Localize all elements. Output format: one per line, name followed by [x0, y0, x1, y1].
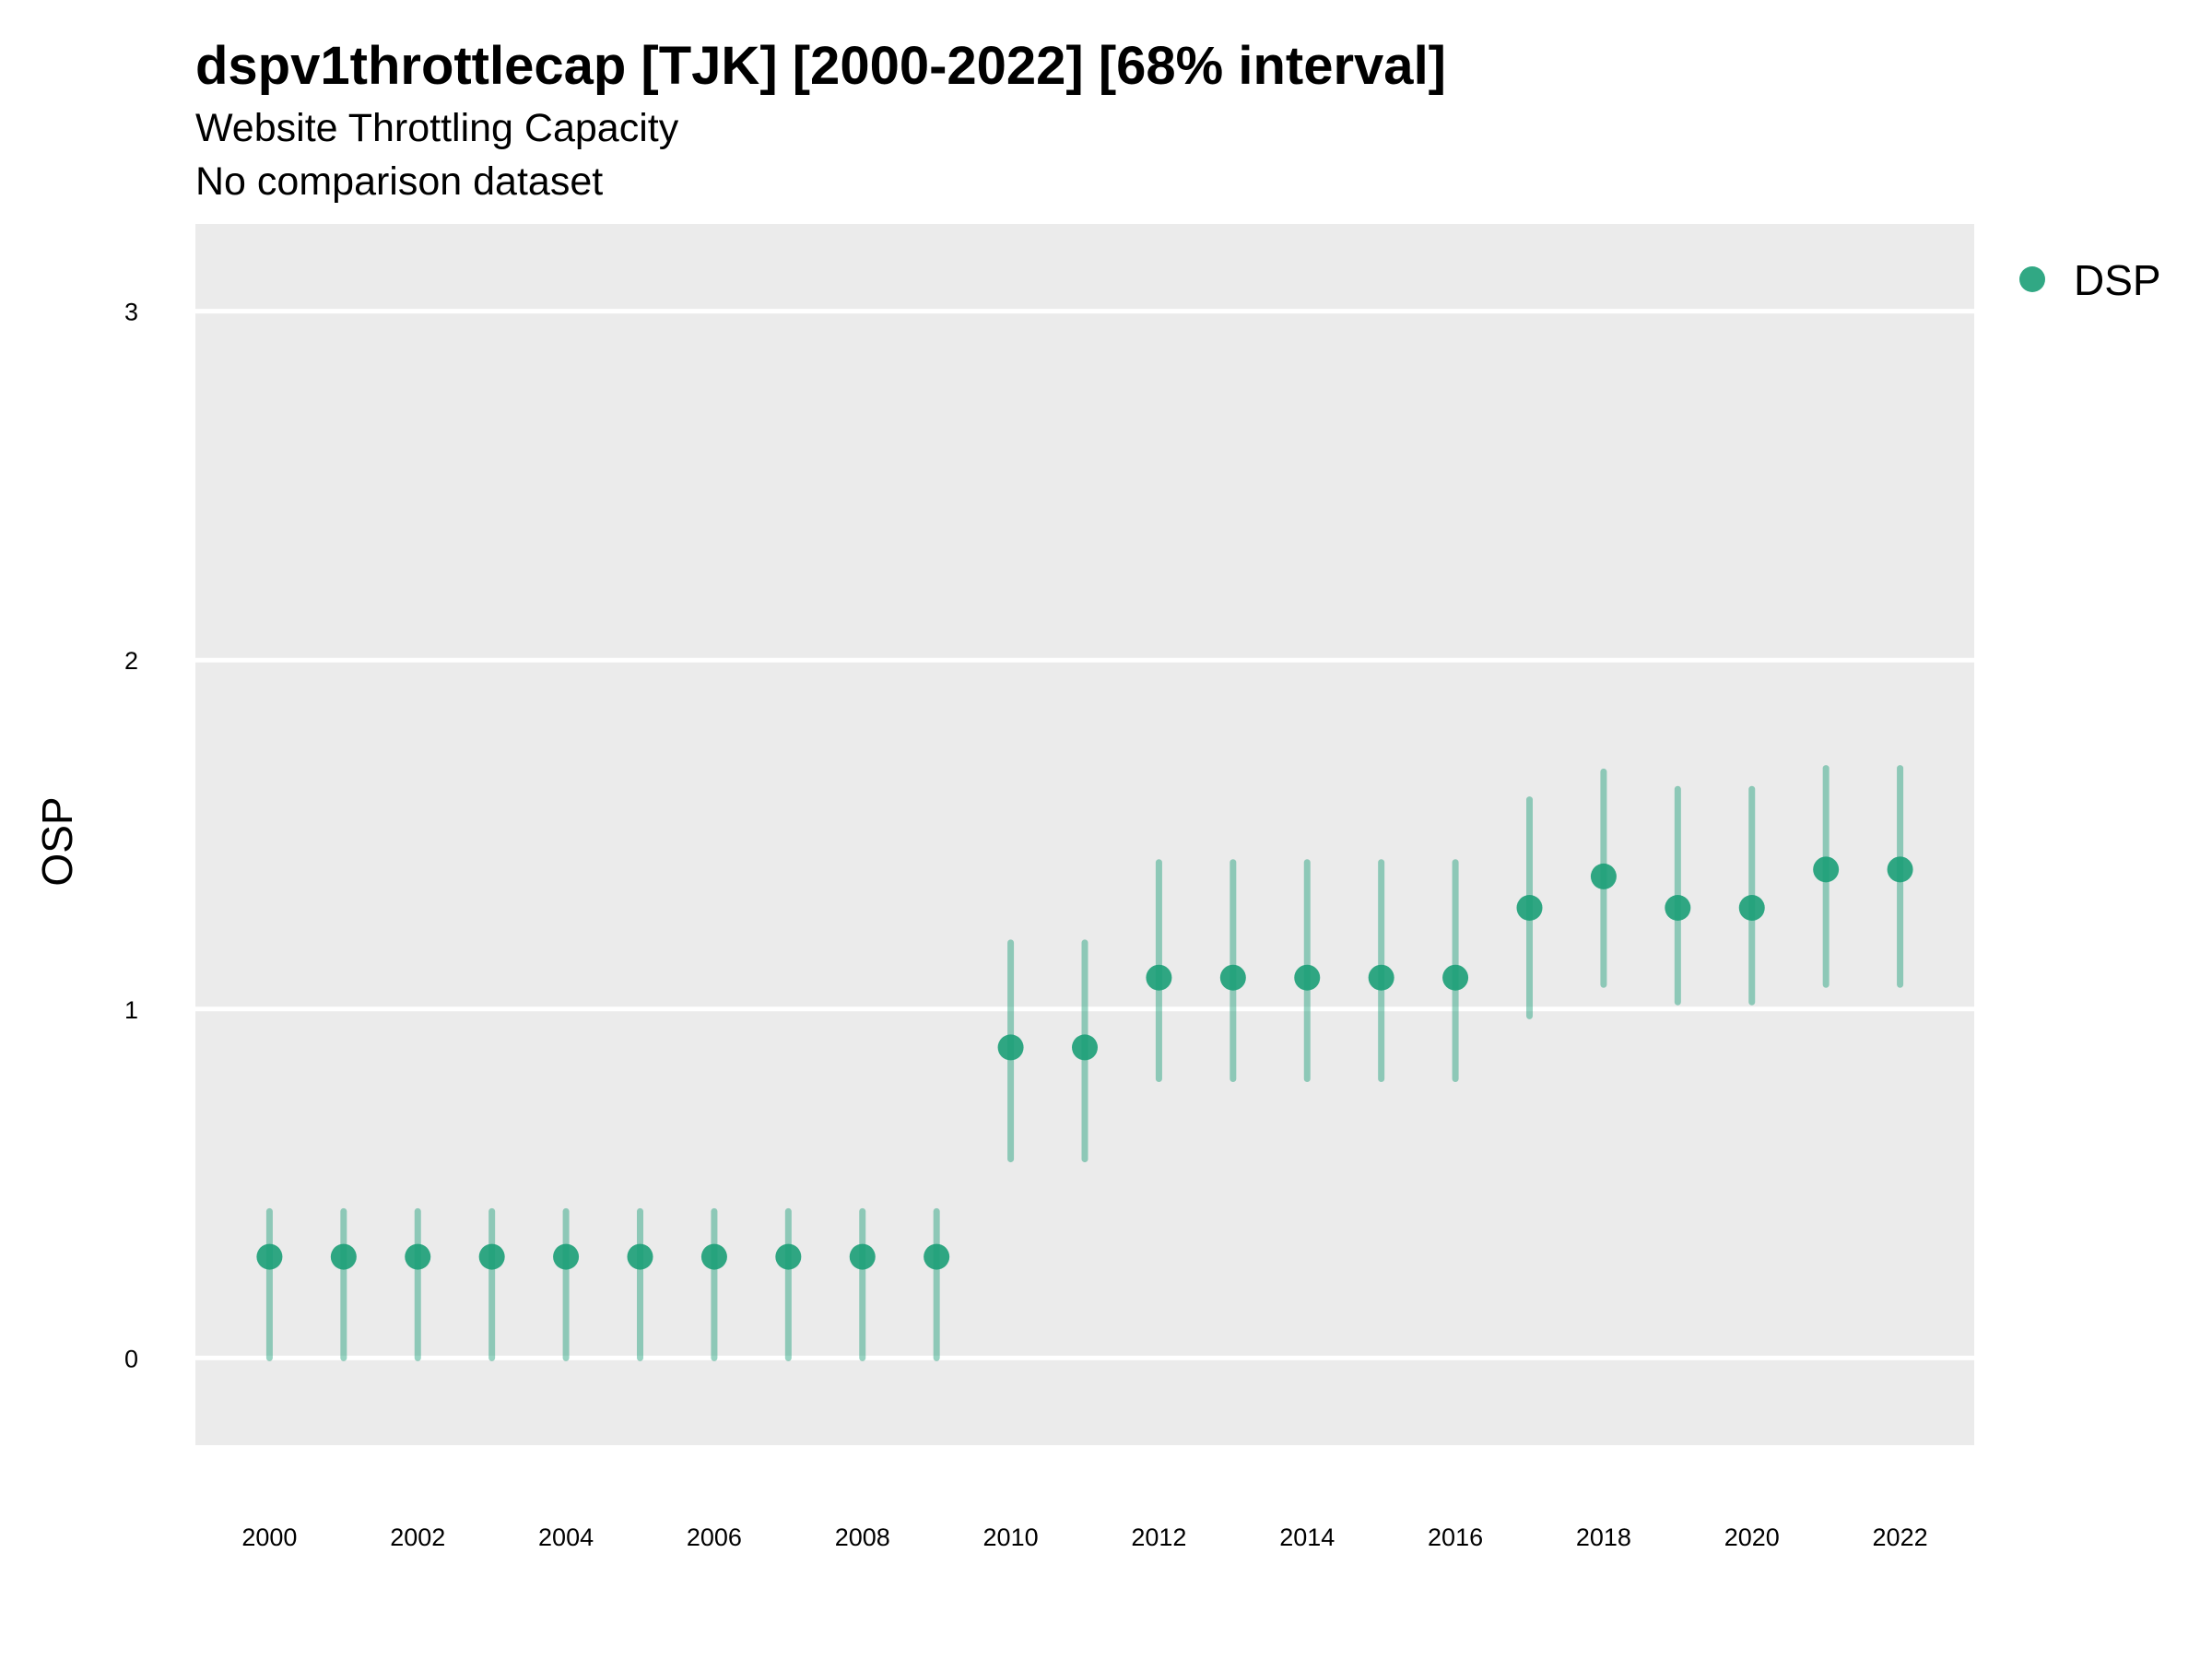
data-point-2005 [627, 1243, 653, 1270]
y-tick-label: 1 [124, 996, 138, 1024]
data-point-2009 [924, 1243, 950, 1270]
x-tick-label: 2006 [687, 1524, 742, 1551]
gridlines [195, 309, 1974, 1360]
data-point-2013 [1219, 964, 1246, 991]
chart-caption: No comparison dataset [195, 159, 604, 204]
x-tick-label: 2016 [1428, 1524, 1483, 1551]
data-point-2019 [1665, 895, 1691, 921]
data-point-2022 [1887, 856, 1913, 883]
x-tick-label: 2018 [1576, 1524, 1631, 1551]
data-point-2020 [1738, 895, 1765, 921]
data-point-2012 [1146, 964, 1172, 991]
data-point-2007 [775, 1243, 802, 1270]
x-tick-label: 2008 [835, 1524, 890, 1551]
legend-marker-dsp [2019, 266, 2045, 292]
x-tick-label: 2000 [241, 1524, 297, 1551]
x-tick-label: 2014 [1279, 1524, 1335, 1551]
legend-label-dsp: DSP [2074, 256, 2161, 304]
chart-subtitle: Website Throttling Capacity [195, 106, 679, 150]
data-point-2015 [1368, 964, 1394, 991]
y-tick-label: 3 [124, 299, 138, 326]
x-tick-label: 2020 [1724, 1524, 1780, 1551]
x-axis-ticks: 2000 2002 2004 2006 2008 2010 2012 2014 2016 2018… [241, 1524, 1927, 1551]
data-point-2011 [1072, 1034, 1098, 1061]
data-point-2016 [1442, 964, 1469, 991]
legend: DSP [2019, 256, 2161, 304]
chart-title: dspv1throttlecap [TJK] [2000-2022] [68% … [195, 36, 1446, 96]
y-axis-title: OSP [33, 796, 81, 886]
data-point-2003 [478, 1243, 505, 1270]
x-tick-label: 2022 [1873, 1524, 1928, 1551]
data-point-2000 [256, 1243, 283, 1270]
y-tick-label: 2 [124, 647, 138, 675]
data-point-2021 [1813, 856, 1840, 883]
data-point-2006 [700, 1243, 727, 1270]
data-point-2010 [997, 1034, 1024, 1061]
data-point-2018 [1590, 863, 1617, 889]
x-tick-label: 2012 [1131, 1524, 1186, 1551]
y-tick-label: 0 [124, 1345, 138, 1372]
y-axis-ticks: 0 1 2 3 [124, 299, 138, 1373]
plot-panel-background [195, 224, 1974, 1445]
data-point-2014 [1294, 964, 1321, 991]
data-point-2001 [330, 1243, 357, 1270]
data-point-2017 [1516, 895, 1543, 921]
estimate-points [256, 856, 1913, 1270]
x-tick-label: 2004 [538, 1524, 594, 1551]
data-point-2004 [553, 1243, 580, 1270]
x-tick-label: 2002 [390, 1524, 445, 1551]
x-tick-label: 2010 [983, 1524, 1039, 1551]
data-point-2008 [849, 1243, 876, 1270]
data-point-2002 [405, 1243, 431, 1270]
